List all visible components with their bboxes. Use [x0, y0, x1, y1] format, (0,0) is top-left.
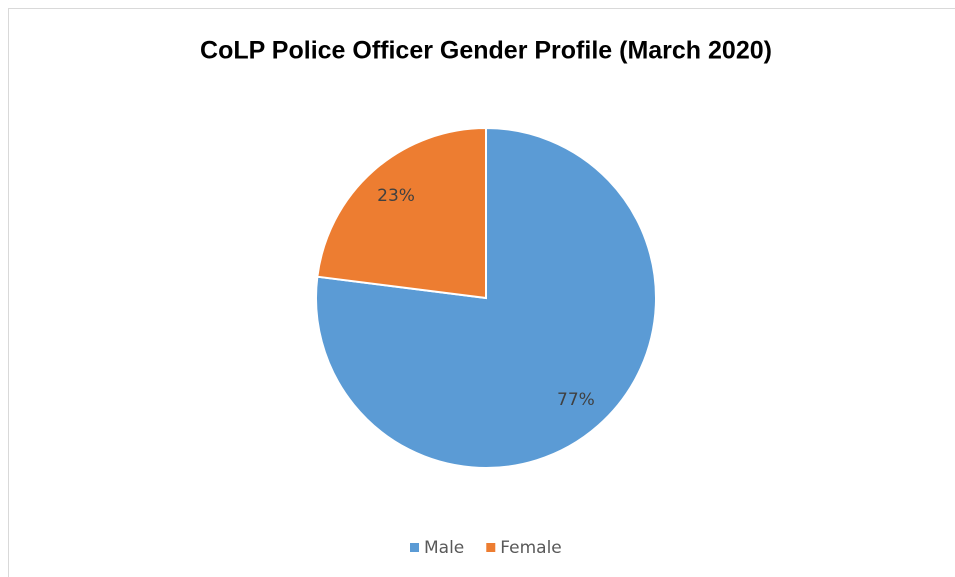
- legend-label: Male: [424, 538, 464, 558]
- pie-slice: [316, 126, 487, 300]
- pie-slice: [315, 126, 657, 469]
- chart-title: CoLP Police Officer Gender Profile (Marc…: [200, 37, 772, 65]
- legend-swatch: [410, 543, 419, 552]
- data-label: 77%: [557, 390, 595, 410]
- data-label: 23%: [377, 186, 415, 206]
- legend-swatch: [486, 543, 496, 552]
- legend-label: Female: [500, 538, 561, 558]
